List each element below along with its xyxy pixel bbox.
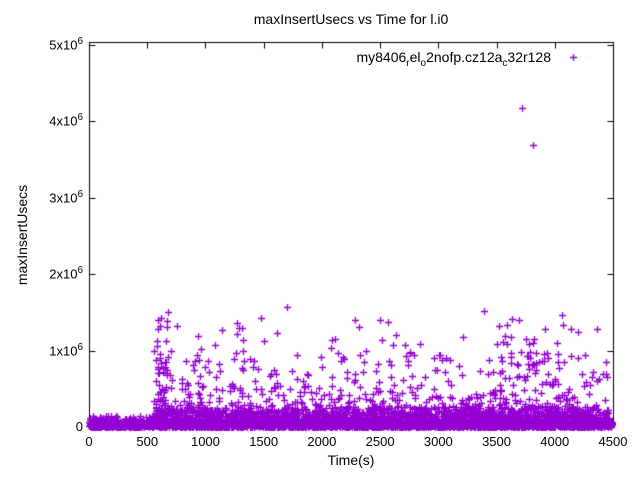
x-tick-label: 1000: [190, 434, 220, 449]
legend-entry: my8406relo2nofp.cz12ac32r128: [150, 49, 551, 69]
x-tick-label: 2000: [307, 434, 337, 449]
y-tick-label: 0: [75, 419, 83, 434]
y-tick-label: 1x106: [49, 341, 83, 358]
x-tick-label: 4000: [540, 434, 570, 449]
x-axis-label: Time(s): [327, 452, 375, 468]
y-tick-label: 2x106: [49, 265, 83, 282]
x-tick-label: 4500: [598, 434, 628, 449]
x-tick-label: 3000: [423, 434, 453, 449]
x-tick-label: 500: [136, 434, 159, 449]
x-tick-label: 0: [85, 434, 93, 449]
x-tick-label: 2500: [365, 434, 395, 449]
legend-series-label: my8406relo2nofp.cz12ac32r128: [356, 49, 551, 69]
y-tick-label: 5x106: [49, 36, 83, 53]
y-tick-label: 4x106: [49, 112, 83, 129]
x-tick-label: 1500: [249, 434, 279, 449]
y-tick-label: 3x106: [49, 188, 83, 206]
chart-title: maxInsertUsecs vs Time for l.i0: [253, 11, 449, 27]
x-tick-label: 3500: [482, 434, 511, 449]
y-axis-label: maxInsertUsecs: [14, 184, 30, 286]
